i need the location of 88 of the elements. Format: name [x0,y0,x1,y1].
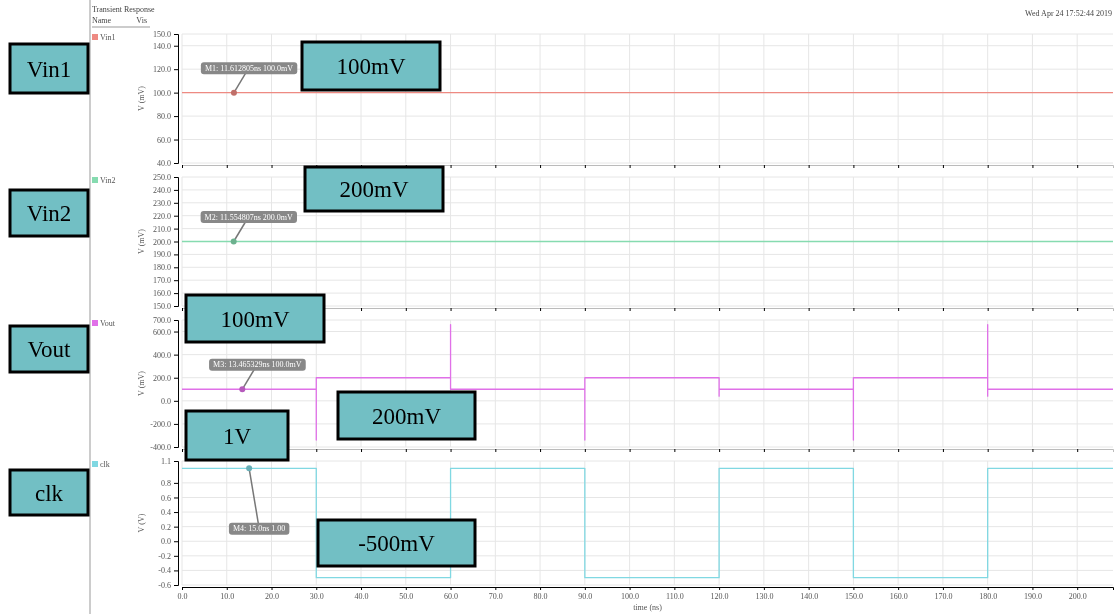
y-tick-label: -200.0 [150,419,171,429]
x-tick-label: 190.0 [1023,591,1042,601]
legend-title: Name [92,16,112,25]
y-axis-title: V (V) [137,513,146,533]
label-box: 200mV [303,165,445,213]
text: Wed Apr 24 17:52:44 2019 [1025,9,1112,18]
y-tick-label: 160.0 [153,289,171,299]
text: Vis [136,16,147,25]
x-tick-label: 0.0 [177,591,188,601]
y-axis-title: V (mV) [137,85,146,111]
y-tick-label: 700.0 [153,316,171,326]
y-tick-label: 400.0 [153,350,171,360]
y-tick-label: 0.6 [161,493,171,503]
annotation: -500mV [358,531,436,556]
label-box: Vin2 [8,188,90,238]
y-tick-label: -0.4 [158,566,171,576]
x-tick-label: 90.0 [578,591,593,601]
y-tick-label: 0.0 [161,537,171,547]
x-tick-label: 40.0 [354,591,369,601]
x-tick-label: 60.0 [444,591,459,601]
y-tick-label: 120.0 [153,65,171,75]
x-tick-label: 50.0 [399,591,414,601]
legend-label: clk [100,460,110,469]
y-axis-title: V (mV) [137,370,146,396]
annotation: M2: 11.554807ns 200.0mV [204,212,293,222]
annotation: M4: 15.0ns 1.00 [232,524,286,534]
y-tick-label: -0.2 [158,551,171,561]
x-tick-label: 140.0 [800,591,819,601]
legend-label: Vin2 [100,176,116,185]
x-tick-label: 150.0 [844,591,863,601]
label-box: 100mV [300,40,442,92]
y-tick-label: 250.0 [153,173,171,183]
legend-label: Vin1 [100,33,116,42]
label-box: Vout [8,324,90,374]
y-tick-label: 40.0 [157,159,171,169]
y-tick-label: 150.0 [153,302,171,312]
annotation: 200mV [372,403,442,429]
legend-label: Vout [100,319,116,328]
y-tick-label: 230.0 [153,198,171,208]
label-box: Vin1 [8,42,90,95]
label-box: clk [8,468,90,517]
y-tick-label: 220.0 [153,211,171,221]
label-box: -500mV [316,518,477,568]
y-tick-label: 100.0 [153,88,171,98]
annotation: 200mV [339,177,409,202]
x-tick-label: 110.0 [666,591,684,601]
y-tick-label: 60.0 [157,135,171,145]
x-tick-label: 200.0 [1068,591,1087,601]
y-tick-label: 170.0 [153,276,171,286]
x-tick-label: 80.0 [533,591,548,601]
x-tick-label: 170.0 [934,591,953,601]
y-tick-label: 200.0 [153,373,171,383]
annotation: M3: 13.465329ns 100.0mV [213,360,302,370]
x-tick-label: 10.0 [220,591,235,601]
y-tick-label: 140.0 [153,41,171,51]
y-tick-label: 80.0 [157,112,171,122]
chart-title: Transient Response [92,5,156,14]
x-tick-label: 160.0 [889,591,908,601]
x-axis-title: time (ns) [633,603,663,612]
y-tick-label: 190.0 [153,250,171,260]
y-tick-label: -0.6 [158,581,171,591]
y-tick-label: 200.0 [153,237,171,247]
y-tick-label: 0.8 [161,478,171,488]
label-box: 200mV [336,390,477,441]
label-box: 1V [184,409,290,462]
y-tick-label: 0.4 [161,508,171,518]
x-tick-label: 30.0 [309,591,324,601]
y-tick-label: 180.0 [153,263,171,273]
label-box: 100mV [184,293,326,344]
x-tick-label: 180.0 [979,591,998,601]
y-tick-label: 210.0 [153,224,171,234]
annotation: 1V [222,423,252,449]
annotation: 100mV [336,54,406,79]
x-tick-label: 70.0 [488,591,503,601]
y-tick-label: 240.0 [153,185,171,195]
x-tick-label: 130.0 [755,591,774,601]
y-tick-label: -400.0 [150,443,171,453]
y-tick-label: 0.2 [161,522,171,532]
x-tick-label: 120.0 [710,591,729,601]
y-tick-label: 0.0 [161,396,171,406]
x-tick-label: 100.0 [621,591,640,601]
x-tick-label: 20.0 [265,591,280,601]
annotation: 100mV [220,306,290,332]
y-tick-label: 1.1 [161,457,171,467]
y-tick-label: 150.0 [153,30,171,40]
annotation: M1: 11.612805ns 100.0mV [204,63,294,73]
y-tick-label: 600.0 [153,327,171,337]
y-axis-title: V (mV) [137,228,146,254]
